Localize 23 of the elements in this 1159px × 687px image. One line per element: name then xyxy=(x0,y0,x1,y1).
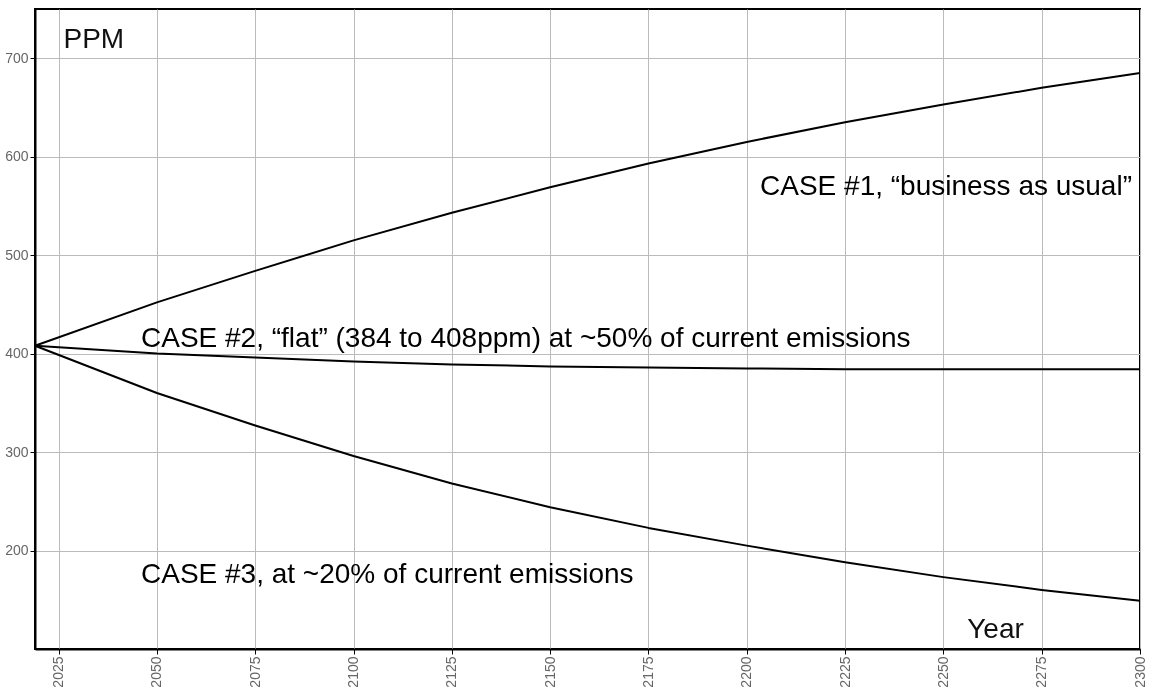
series-label: CASE #2, “flat” (384 to 408ppm) at ~50% of current emissions xyxy=(141,322,911,353)
series-label: CASE #1, “business as usual” xyxy=(760,170,1132,201)
x-tick-label: 2275 xyxy=(1033,656,1050,687)
x-tick-label: 2175 xyxy=(639,656,656,687)
x-tick-label: 2075 xyxy=(246,656,263,687)
y-axis-title: PPM xyxy=(63,22,125,54)
y-tick-label: 500 xyxy=(5,246,29,263)
x-tick-label: 2050 xyxy=(148,656,165,687)
x-tick-label: 2200 xyxy=(738,656,755,687)
y-tick-label: 700 xyxy=(5,49,29,66)
y-tick-label: 600 xyxy=(5,148,29,165)
x-tick-label: 2225 xyxy=(836,656,853,687)
x-axis-title: Year xyxy=(967,612,1024,644)
series-label: CASE #3, at ~20% of current emissions xyxy=(141,558,634,589)
x-tick-label: 2125 xyxy=(443,656,460,687)
x-tick-label: 2100 xyxy=(345,656,362,687)
y-tick-label: 200 xyxy=(5,542,29,559)
x-tick-label: 2250 xyxy=(934,656,951,687)
x-tick-label: 2150 xyxy=(541,656,558,687)
y-tick-label: 400 xyxy=(5,345,29,362)
y-tick-label: 300 xyxy=(5,443,29,460)
x-tick-label: 2300 xyxy=(1131,656,1148,687)
x-tick-label: 2025 xyxy=(50,656,67,687)
